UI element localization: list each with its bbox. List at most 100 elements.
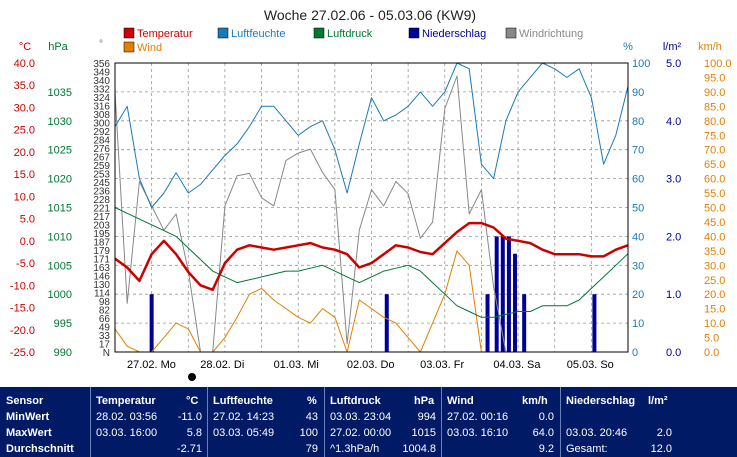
wind-tick: 25.0 — [704, 275, 725, 287]
direction-tick: 356 — [93, 59, 110, 70]
wind-tick: 50.0 — [704, 203, 725, 215]
series-wind — [114, 250, 628, 353]
direction-tick: 146 — [93, 272, 110, 283]
day-label: 28.02. Di — [200, 359, 244, 371]
hdr-press-unit: hPa — [414, 395, 435, 407]
humidity-tick: 10 — [632, 318, 644, 330]
wind-axis-unit: km/h — [698, 41, 722, 53]
wind-tick: 0.0 — [704, 347, 719, 359]
temp-value: 5.8 — [186, 427, 202, 439]
day-label: 27.02. Mo — [127, 359, 176, 371]
rain-tick: 2.0 — [666, 231, 681, 243]
hdr-temp: Temperatur — [96, 395, 156, 407]
temperature-tick: 35.0 — [14, 80, 35, 92]
temperature-tick: 10.0 — [14, 191, 35, 203]
legend-swatch — [123, 41, 135, 53]
rain-tick: 4.0 — [666, 116, 681, 128]
pressure-tick: 1025 — [48, 145, 72, 157]
legend-swatch — [313, 27, 325, 39]
hdr-rain-unit: l/m² — [648, 395, 668, 407]
day-label: 02.03. Do — [347, 359, 395, 371]
temp-time: 03.03. 16:00 — [96, 427, 158, 439]
hdr-sensor: Sensor — [6, 395, 44, 407]
direction-tick: 195 — [93, 229, 110, 240]
row-label: MaxWert — [6, 427, 52, 439]
pressure-tick: 1000 — [48, 289, 72, 301]
humidity-tick: 70 — [632, 145, 644, 157]
wind-time: 27.02. 00:16 — [447, 411, 509, 423]
temp-value: -11.0 — [177, 411, 202, 423]
temperature-tick: 0.0 — [20, 236, 35, 248]
direction-tick: 187 — [93, 238, 110, 249]
direction-tick: 98 — [99, 297, 111, 308]
pressure-tick: 1020 — [48, 174, 72, 186]
chart-title: Woche 27.02.06 - 05.03.06 (KW9) — [264, 7, 476, 23]
direction-tick: 66 — [99, 314, 111, 325]
temp-value: -2.71 — [176, 443, 202, 455]
rain-value: 2.0 — [656, 427, 672, 439]
direction-tick: 316 — [93, 102, 110, 113]
direction-tick: 308 — [93, 110, 110, 121]
direction-tick: 276 — [93, 144, 110, 155]
hum-value: 43 — [305, 411, 318, 423]
press-value: 1004.8 — [402, 443, 436, 455]
pressure-tick: 1035 — [48, 87, 72, 99]
legend-label: Luftdruck — [327, 28, 373, 40]
pressure-tick: 995 — [54, 318, 72, 330]
wind-value: 64.0 — [532, 427, 554, 439]
direction-tick: 300 — [93, 119, 110, 130]
wind-tick: 65.0 — [704, 159, 725, 171]
direction-tick: 267 — [93, 153, 110, 164]
temperature-tick: -25.0 — [10, 347, 35, 359]
legend-swatch — [217, 27, 229, 39]
hdr-wind-unit: km/h — [522, 395, 548, 407]
temp-time: 28.02. 03:56 — [96, 411, 158, 423]
date-marker-icon — [188, 373, 196, 381]
rain-bar — [513, 253, 518, 352]
humidity-tick: 30 — [632, 260, 644, 272]
stats-row-avg: Durchschnitt -2.71 79 ^1.3hPa/h 1004.8 9… — [0, 441, 737, 457]
direction-tick: 253 — [93, 170, 110, 181]
legend: Temperatur Luftfeuchte Luftdruck Niederschl… — [123, 27, 583, 54]
rain-bars — [149, 236, 597, 352]
legend-label: Niederschlag — [422, 28, 486, 40]
plot-frame — [114, 62, 629, 353]
direction-tick: 259 — [93, 161, 110, 172]
rain-bar — [485, 294, 490, 352]
direction-tick: 163 — [93, 263, 110, 274]
press-time: 03.03. 23:04 — [330, 411, 392, 423]
humidity-tick: 50 — [632, 203, 644, 215]
pressure-tick: 1010 — [48, 231, 72, 243]
direction-tick: 228 — [93, 195, 110, 206]
row-label: Durchschnitt — [6, 443, 74, 455]
day-label: 01.03. Mi — [274, 359, 319, 371]
rain-bar — [149, 294, 154, 352]
legend-swatch — [123, 27, 135, 39]
direction-tick: 245 — [93, 178, 110, 189]
direction-tick: 114 — [94, 289, 110, 300]
wind-tick: 75.0 — [704, 130, 725, 142]
wind-tick: 15.0 — [704, 304, 725, 316]
legend-label: Wind — [137, 42, 162, 54]
legend-label: Luftfeuchte — [231, 28, 285, 40]
series-luftdruck — [114, 207, 629, 318]
humidity-tick: 100 — [632, 58, 650, 70]
wind-tick: 100.0 — [704, 58, 732, 70]
hum-value: 79 — [305, 443, 318, 455]
direction-tick: N — [103, 348, 110, 359]
pressure-tick: 1005 — [48, 260, 72, 272]
direction-tick: 292 — [93, 127, 110, 138]
direction-tick: 217 — [93, 212, 110, 223]
direction-tick: 332 — [93, 85, 110, 96]
humidity-tick: 80 — [632, 116, 644, 128]
press-value: 1015 — [411, 427, 436, 439]
direction-tick: 284 — [93, 136, 110, 147]
rain-value: 12.0 — [650, 443, 672, 455]
wind-tick: 45.0 — [704, 217, 725, 229]
hdr-temp-unit: °C — [186, 395, 199, 407]
wind-tick: 70.0 — [704, 145, 725, 157]
press-time: 27.02. 00:00 — [330, 427, 392, 439]
wind-tick: 95.0 — [704, 72, 725, 84]
rain-tick: 1.0 — [666, 289, 681, 301]
pressure-tick: 1030 — [48, 116, 72, 128]
